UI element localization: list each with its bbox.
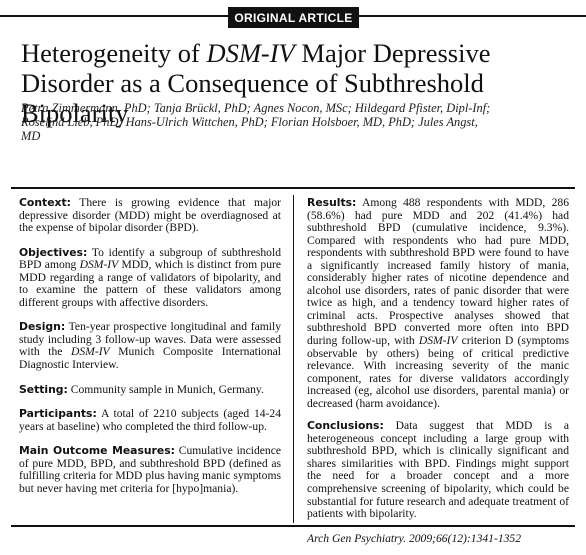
results-text-b: DSM-IV <box>418 334 458 348</box>
objectives-text-b: DSM-IV <box>79 258 119 272</box>
context-text: There is growing evidence that major dep… <box>19 196 281 235</box>
participants-heading: Participants: <box>19 407 97 421</box>
design-text-b: DSM-IV <box>71 345 110 359</box>
setting-text: Community sample in Munich, Germany. <box>67 382 264 396</box>
results-heading: Results: <box>307 196 357 209</box>
conclusions-section: Conclusions: Data suggest that MDD is a … <box>307 420 569 520</box>
abstract: Context: There is growing evidence that … <box>11 187 575 544</box>
title-part-3: Major Depressive Disorder as a Consequen… <box>21 38 491 128</box>
results-text-a: Among 488 respondents with MDD, 286 (58.… <box>307 196 569 348</box>
author-list: Petra Zimmermann, PhD; Tanja Brückl, PhD… <box>21 101 491 143</box>
objectives-text-a: To identify a subgroup of subthreshold B… <box>19 245 281 272</box>
design-heading: Design: <box>19 320 66 334</box>
main-outcome-text: Cumulative incidence of pure MDD, BPD, a… <box>19 444 281 495</box>
setting-heading: Setting: <box>19 382 68 396</box>
conclusions-text: Data suggest that MDD is a heterogeneous… <box>307 419 569 521</box>
title-part-1: Heterogeneity of <box>21 38 207 68</box>
article-type-badge: ORIGINAL ARTICLE <box>228 7 359 28</box>
context-heading: Context: <box>19 196 71 209</box>
abstract-right-column: Results: Among 488 respondents with MDD,… <box>307 196 569 555</box>
main-outcome-section: Main Outcome Measures: Cumulative incide… <box>19 444 281 495</box>
column-divider <box>293 195 294 523</box>
participants-text: A total of 2210 subjects (aged 14-24 yea… <box>19 407 281 433</box>
conclusions-heading: Conclusions: <box>307 419 384 433</box>
design-text-c: Munich Composite International Diagnosti… <box>19 345 282 372</box>
participants-section: Participants: A total of 2210 subjects (… <box>19 407 281 433</box>
title-part-2: DSM-IV <box>206 38 295 68</box>
results-text-c: criterion D (symptoms observable by othe… <box>307 334 569 410</box>
design-text-a: Ten-year prospective longitudinal and fa… <box>19 320 281 359</box>
setting-section: Setting: Community sample in Munich, Ger… <box>19 382 281 397</box>
objectives-heading: Objectives: <box>19 245 88 259</box>
article-title: Heterogeneity of DSM-IV Major Depressive… <box>21 38 581 128</box>
objectives-section: Objectives: To identify a subgroup of su… <box>19 245 282 310</box>
journal-citation: Arch Gen Psychiatry. 2009;66(12):1341-13… <box>307 531 522 545</box>
objectives-text-c: MDD, which is distinct from pure MDD reg… <box>19 258 282 309</box>
results-section: Results: Among 488 respondents with MDD,… <box>307 196 569 410</box>
design-section: Design: Ten-year prospective longitudina… <box>19 321 281 371</box>
abstract-left-column: Context: There is growing evidence that … <box>19 196 282 507</box>
context-section: Context: There is growing evidence that … <box>19 196 281 235</box>
main-outcome-heading: Main Outcome Measures: <box>19 444 175 458</box>
